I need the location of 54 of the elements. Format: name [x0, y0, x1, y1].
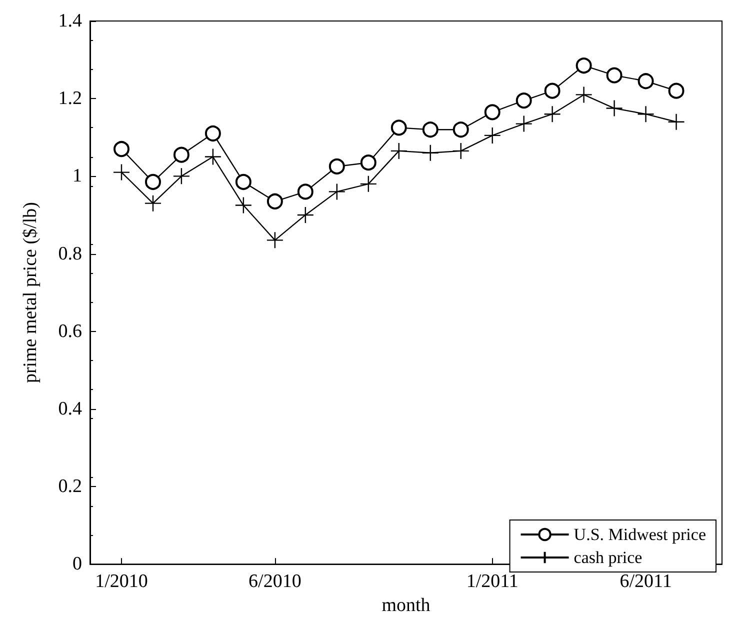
point — [606, 100, 623, 117]
point — [144, 194, 162, 212]
point — [112, 164, 130, 181]
y-tick-label: 1 — [72, 166, 82, 187]
point — [576, 58, 592, 74]
y-tick-label: 0.6 — [58, 320, 82, 342]
point — [544, 106, 561, 123]
y-tick-label: 1.2 — [58, 88, 82, 110]
point — [204, 148, 222, 166]
point — [668, 113, 685, 130]
point — [515, 115, 532, 132]
point — [328, 158, 345, 174]
point — [328, 183, 346, 200]
point — [145, 174, 161, 190]
point — [235, 174, 252, 190]
point — [422, 122, 438, 138]
legend-label: U.S. Midwest price — [574, 525, 706, 544]
x-tick-label: 6/2010 — [248, 571, 302, 592]
point — [637, 106, 654, 123]
point — [422, 144, 439, 162]
point — [668, 82, 684, 99]
y-tick-label: 0.4 — [58, 398, 82, 420]
point — [638, 73, 654, 90]
point — [484, 126, 501, 144]
point — [297, 184, 314, 200]
point — [544, 82, 560, 99]
point — [296, 206, 314, 224]
y-tick-label: 0.2 — [58, 476, 82, 498]
point — [266, 232, 284, 249]
point — [575, 86, 592, 104]
y-tick-label: 0 — [72, 554, 82, 575]
y-tick-label: 0.8 — [58, 243, 82, 264]
x-tick-label: 1/2010 — [95, 571, 148, 592]
x-tick-label: 1/2011 — [466, 571, 518, 592]
point — [234, 196, 252, 214]
point — [360, 175, 378, 193]
point — [172, 168, 190, 185]
point — [452, 122, 469, 138]
point — [516, 92, 532, 109]
x-axis-title: month — [382, 595, 431, 616]
point — [484, 104, 500, 120]
y-axis-title: prime metal price ($/lb) — [20, 202, 41, 384]
point — [606, 67, 622, 84]
point — [114, 141, 130, 158]
point — [452, 142, 470, 160]
point — [390, 120, 407, 136]
point — [360, 154, 376, 171]
y-tick-label: 1.4 — [58, 10, 82, 32]
point — [204, 126, 221, 142]
x-tick-label: 6/2011 — [620, 571, 672, 592]
legend-label: cash price — [574, 548, 642, 567]
point — [390, 142, 408, 160]
point — [173, 146, 190, 163]
point — [266, 193, 283, 210]
